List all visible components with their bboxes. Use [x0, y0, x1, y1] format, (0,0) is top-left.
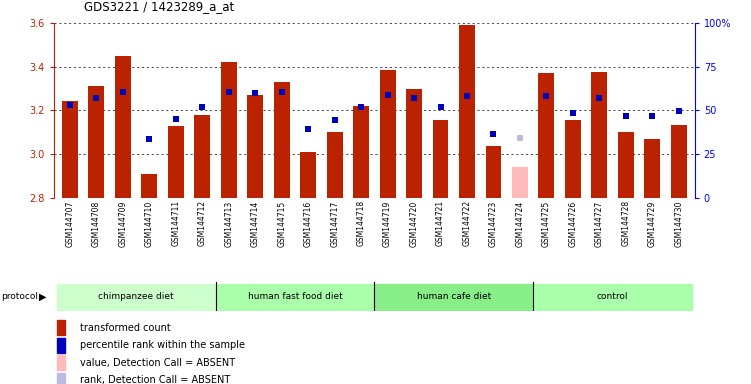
- Bar: [89, 86, 104, 198]
- Bar: [327, 132, 342, 198]
- Text: GDS3221 / 1423289_a_at: GDS3221 / 1423289_a_at: [84, 0, 234, 13]
- Text: GSM144724: GSM144724: [515, 200, 524, 247]
- Text: control: control: [597, 292, 629, 301]
- Bar: [374, 284, 533, 310]
- Bar: [380, 70, 396, 198]
- Text: GSM144718: GSM144718: [357, 200, 366, 247]
- Text: value, Detection Call = ABSENT: value, Detection Call = ABSENT: [80, 358, 235, 368]
- Bar: [141, 174, 157, 198]
- Bar: [168, 126, 184, 198]
- Bar: [618, 132, 634, 198]
- Text: GSM144725: GSM144725: [542, 200, 551, 247]
- Text: GSM144707: GSM144707: [65, 200, 74, 247]
- Text: ▶: ▶: [39, 291, 47, 302]
- Bar: [592, 72, 608, 198]
- FancyBboxPatch shape: [57, 338, 65, 353]
- Bar: [512, 167, 528, 198]
- Text: GSM144715: GSM144715: [277, 200, 286, 247]
- Text: GSM144716: GSM144716: [303, 200, 312, 247]
- Bar: [62, 101, 78, 198]
- Bar: [57, 284, 216, 310]
- Text: GSM144713: GSM144713: [225, 200, 234, 247]
- FancyBboxPatch shape: [57, 320, 65, 335]
- Text: transformed count: transformed count: [80, 323, 170, 333]
- Text: GSM144710: GSM144710: [145, 200, 154, 247]
- Text: GSM144709: GSM144709: [119, 200, 128, 247]
- Text: GSM144720: GSM144720: [409, 200, 418, 247]
- Text: GSM144717: GSM144717: [330, 200, 339, 247]
- Text: GSM144722: GSM144722: [463, 200, 472, 247]
- Text: GSM144729: GSM144729: [648, 200, 657, 247]
- Text: chimpanzee diet: chimpanzee diet: [98, 292, 174, 301]
- Text: rank, Detection Call = ABSENT: rank, Detection Call = ABSENT: [80, 375, 230, 384]
- Bar: [216, 284, 374, 310]
- Text: GSM144721: GSM144721: [436, 200, 445, 247]
- Text: GSM144714: GSM144714: [251, 200, 260, 247]
- Text: protocol: protocol: [1, 292, 38, 301]
- Text: human fast food diet: human fast food diet: [248, 292, 342, 301]
- Text: GSM144730: GSM144730: [674, 200, 683, 247]
- Bar: [486, 146, 502, 198]
- Text: GSM144708: GSM144708: [92, 200, 101, 247]
- Bar: [274, 82, 290, 198]
- FancyBboxPatch shape: [57, 373, 65, 384]
- Text: GSM144719: GSM144719: [383, 200, 392, 247]
- Bar: [300, 152, 316, 198]
- FancyBboxPatch shape: [57, 355, 65, 370]
- Text: GSM144711: GSM144711: [171, 200, 180, 247]
- Text: GSM144726: GSM144726: [569, 200, 578, 247]
- Text: human cafe diet: human cafe diet: [417, 292, 491, 301]
- Bar: [459, 25, 475, 198]
- Text: GSM144727: GSM144727: [595, 200, 604, 247]
- Bar: [247, 95, 263, 198]
- Text: GSM144723: GSM144723: [489, 200, 498, 247]
- Bar: [671, 124, 686, 198]
- Bar: [115, 56, 131, 198]
- Bar: [538, 73, 554, 198]
- Bar: [533, 284, 692, 310]
- Text: percentile rank within the sample: percentile rank within the sample: [80, 340, 245, 350]
- Bar: [644, 139, 660, 198]
- Bar: [353, 106, 369, 198]
- Bar: [221, 62, 237, 198]
- Text: GSM144728: GSM144728: [621, 200, 630, 247]
- Bar: [195, 115, 210, 198]
- Text: GSM144712: GSM144712: [198, 200, 207, 247]
- Bar: [565, 120, 581, 198]
- Bar: [433, 120, 448, 198]
- Bar: [406, 89, 422, 198]
